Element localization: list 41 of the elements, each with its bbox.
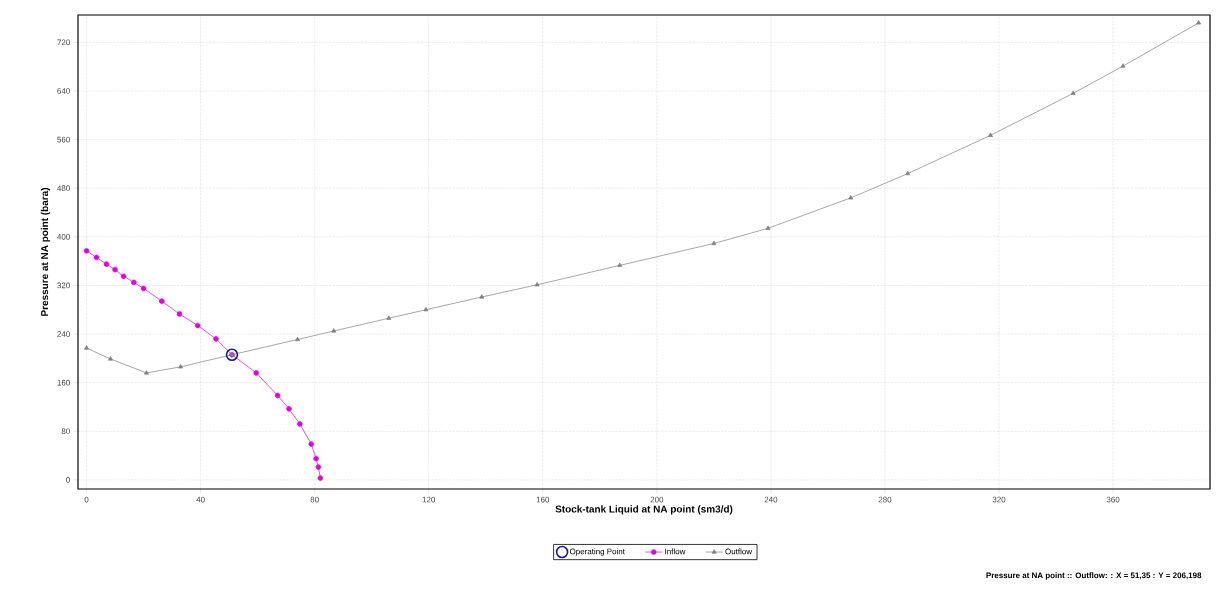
point bbox=[423, 306, 429, 312]
point bbox=[144, 370, 149, 375]
point bbox=[988, 132, 993, 137]
point bbox=[1120, 63, 1126, 68]
point bbox=[253, 370, 259, 376]
point bbox=[120, 273, 127, 280]
point bbox=[386, 315, 392, 320]
point bbox=[84, 345, 89, 350]
point bbox=[617, 262, 623, 267]
point bbox=[108, 356, 113, 361]
point bbox=[315, 464, 322, 470]
point bbox=[178, 364, 184, 369]
point bbox=[297, 421, 303, 427]
y-axis-title: Pressure at NA point (bara) bbox=[40, 188, 51, 316]
point bbox=[479, 294, 485, 299]
point bbox=[1070, 90, 1076, 95]
point bbox=[225, 348, 239, 361]
point bbox=[274, 392, 281, 399]
point bbox=[765, 225, 771, 230]
point bbox=[195, 322, 201, 329]
point bbox=[711, 240, 717, 246]
point bbox=[159, 298, 165, 304]
point bbox=[286, 406, 292, 412]
point bbox=[131, 279, 137, 286]
point bbox=[331, 328, 337, 333]
point bbox=[140, 285, 147, 292]
point bbox=[83, 248, 90, 254]
point bbox=[1196, 20, 1202, 25]
point bbox=[848, 195, 854, 200]
point bbox=[93, 254, 100, 261]
point bbox=[103, 261, 110, 267]
point bbox=[213, 336, 219, 342]
point bbox=[313, 455, 319, 462]
point bbox=[905, 170, 911, 176]
point bbox=[534, 282, 540, 287]
point bbox=[176, 311, 183, 317]
point bbox=[308, 441, 314, 447]
x-axis-title: Stock-tank Liquid at NA point (sm3/d) bbox=[555, 505, 733, 515]
point bbox=[317, 475, 324, 481]
point bbox=[295, 336, 300, 342]
point bbox=[112, 266, 118, 273]
